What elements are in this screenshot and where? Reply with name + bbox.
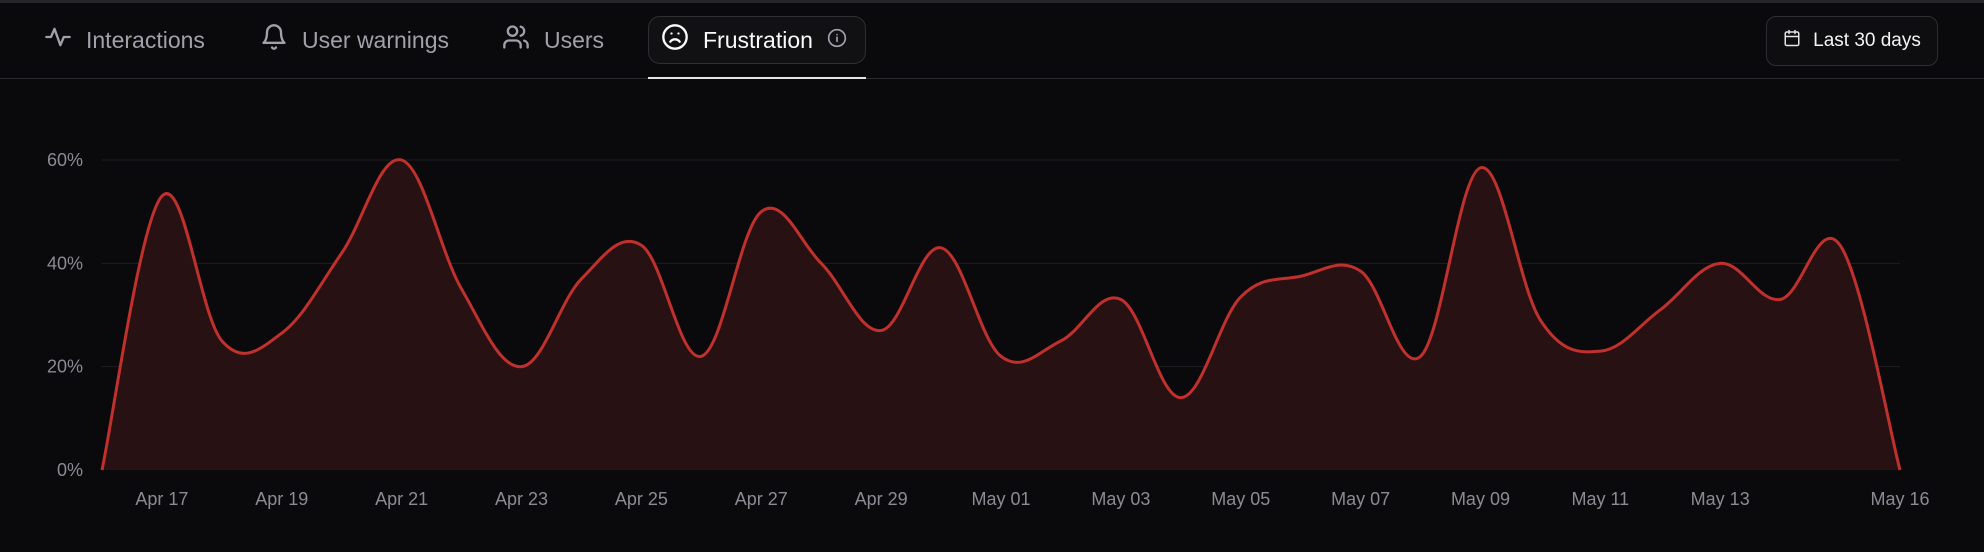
date-range-button[interactable]: Last 30 days <box>1766 16 1938 66</box>
x-tick-label: May 03 <box>1091 489 1150 509</box>
y-tick-label: 0% <box>57 460 83 480</box>
x-tick-label: May 11 <box>1571 489 1629 509</box>
data-point[interactable] <box>1834 239 1846 251</box>
area-fill <box>102 159 1900 470</box>
x-tick-label: Apr 27 <box>735 489 788 509</box>
data-point[interactable] <box>755 206 767 218</box>
data-point[interactable] <box>695 350 707 362</box>
data-point[interactable] <box>516 361 528 373</box>
data-point[interactable] <box>456 283 468 295</box>
info-icon[interactable] <box>827 27 847 54</box>
tab-frustration[interactable]: Frustration <box>648 16 866 64</box>
x-tick-label: May 16 <box>1870 489 1929 509</box>
data-point[interactable] <box>1415 350 1427 362</box>
data-point[interactable] <box>815 257 827 269</box>
data-point[interactable] <box>1714 257 1726 269</box>
x-tick-label: May 13 <box>1691 489 1750 509</box>
tab-users[interactable]: Users <box>502 16 604 64</box>
data-point[interactable] <box>1474 162 1486 174</box>
tab-bar: Interactions User warnings Users Frustra… <box>0 3 1984 79</box>
y-tick-label: 40% <box>47 253 83 273</box>
date-range-label: Last 30 days <box>1813 30 1921 51</box>
tab-user-warnings-label: User warnings <box>302 26 449 53</box>
data-point[interactable] <box>1534 314 1546 326</box>
data-point[interactable] <box>156 190 168 202</box>
y-axis-ticks: 0% 20% 40% 60% <box>47 150 83 480</box>
data-point[interactable] <box>575 273 587 285</box>
x-tick-label: Apr 25 <box>615 489 668 509</box>
tab-users-label: Users <box>544 26 605 53</box>
data-point[interactable] <box>875 325 887 337</box>
data-point[interactable] <box>96 464 108 476</box>
x-axis-ticks: Apr 17 Apr 19 Apr 21 Apr 23 Apr 25 Apr 27 Apr … <box>135 489 1929 509</box>
bell-icon <box>260 23 288 57</box>
top-border <box>0 0 1984 3</box>
activity-icon <box>44 23 72 57</box>
x-tick-label: Apr 17 <box>135 489 188 509</box>
tab-interactions-label: Interactions <box>86 26 205 53</box>
data-point[interactable] <box>1115 294 1127 306</box>
x-tick-label: Apr 29 <box>855 489 908 509</box>
y-tick-label: 20% <box>47 357 83 377</box>
data-point[interactable] <box>1894 464 1906 476</box>
data-point[interactable] <box>1594 345 1606 357</box>
data-point[interactable] <box>1654 304 1666 316</box>
data-point[interactable] <box>1235 291 1247 303</box>
data-point[interactable] <box>1355 265 1367 277</box>
calendar-icon <box>1783 29 1801 53</box>
data-point[interactable] <box>995 350 1007 362</box>
tab-frustration-label: Frustration <box>703 26 813 53</box>
data-point[interactable] <box>1055 335 1067 347</box>
data-point[interactable] <box>396 154 408 166</box>
tab-user-warnings[interactable]: User warnings <box>260 16 449 64</box>
data-point[interactable] <box>635 239 647 251</box>
x-tick-label: May 01 <box>971 489 1030 509</box>
x-tick-label: Apr 19 <box>255 489 308 509</box>
x-tick-label: May 07 <box>1331 489 1390 509</box>
tab-interactions[interactable]: Interactions <box>44 16 205 64</box>
x-tick-label: May 05 <box>1211 489 1270 509</box>
data-point[interactable] <box>1295 270 1307 282</box>
x-tick-label: Apr 21 <box>375 489 428 509</box>
frown-icon <box>661 23 689 57</box>
data-point[interactable] <box>336 247 348 259</box>
data-point[interactable] <box>276 327 288 339</box>
y-tick-label: 60% <box>47 150 83 170</box>
x-tick-label: May 09 <box>1451 489 1510 509</box>
data-point[interactable] <box>1175 392 1187 404</box>
users-icon <box>502 23 530 57</box>
active-tab-indicator <box>648 77 866 79</box>
x-tick-label: Apr 23 <box>495 489 548 509</box>
data-point[interactable] <box>935 242 947 254</box>
series-line <box>100 158 1902 471</box>
data-point[interactable] <box>216 335 228 347</box>
data-point[interactable] <box>1774 294 1786 306</box>
